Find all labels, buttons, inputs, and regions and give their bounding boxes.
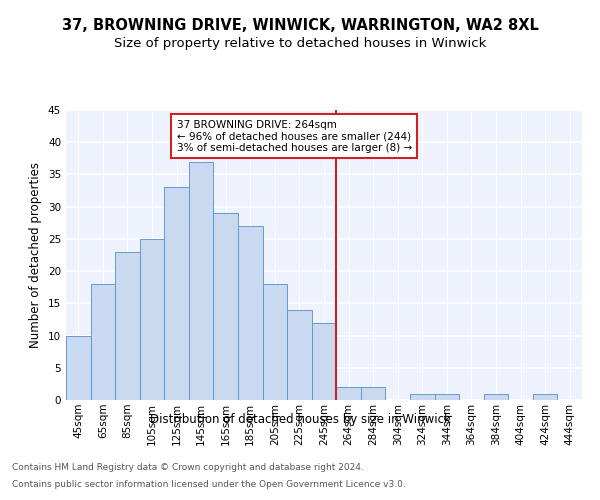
Text: Contains public sector information licensed under the Open Government Licence v3: Contains public sector information licen… [12,480,406,489]
Bar [533,394,557,400]
Text: 37 BROWNING DRIVE: 264sqm
← 96% of detached houses are smaller (244)
3% of semi-: 37 BROWNING DRIVE: 264sqm ← 96% of detac… [176,120,412,153]
Text: Size of property relative to detached houses in Winwick: Size of property relative to detached ho… [114,38,486,51]
Bar [336,387,361,400]
Bar [238,226,263,400]
Bar [287,310,312,400]
Bar [410,394,434,400]
Bar [91,284,115,400]
Bar [115,252,140,400]
Bar [189,162,214,400]
Text: 37, BROWNING DRIVE, WINWICK, WARRINGTON, WA2 8XL: 37, BROWNING DRIVE, WINWICK, WARRINGTON,… [62,18,538,32]
Bar [140,239,164,400]
Y-axis label: Number of detached properties: Number of detached properties [29,162,43,348]
Bar [66,336,91,400]
Bar [263,284,287,400]
Bar [214,213,238,400]
Bar [164,188,189,400]
Bar [484,394,508,400]
Text: Contains HM Land Registry data © Crown copyright and database right 2024.: Contains HM Land Registry data © Crown c… [12,462,364,471]
Text: Distribution of detached houses by size in Winwick: Distribution of detached houses by size … [149,412,451,426]
Bar [312,322,336,400]
Bar [434,394,459,400]
Bar [361,387,385,400]
